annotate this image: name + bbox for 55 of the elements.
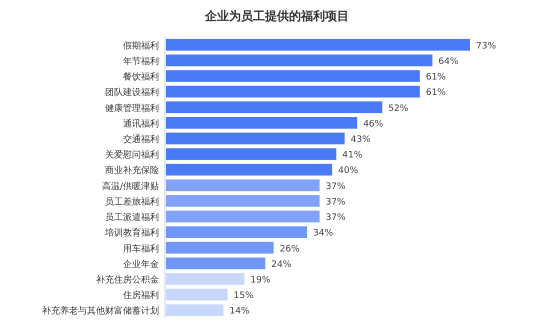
bar [166, 304, 224, 316]
data-label: 19% [250, 275, 271, 286]
y-tick-label: 餐饮福利 [123, 72, 159, 83]
data-label: 37% [326, 197, 346, 208]
bar [166, 132, 345, 144]
data-label: 73% [476, 41, 496, 52]
data-label: 24% [271, 260, 292, 270]
y-tick-label: 补充养老与其他财富储蓄计划 [42, 306, 159, 317]
data-label: 26% [280, 244, 300, 254]
data-label: 46% [363, 119, 384, 130]
y-tick-label: 商业补充保险 [105, 165, 159, 176]
y-tick-label: 员工差旅福利 [105, 196, 159, 208]
bar [166, 242, 274, 254]
data-label: 40% [338, 166, 359, 176]
bar [166, 258, 266, 270]
y-tick-label: 住房福利 [123, 290, 159, 302]
data-label: 14% [229, 306, 250, 317]
y-tick-label: 培训教育福利 [104, 228, 159, 239]
bar [166, 195, 320, 207]
data-label: 41% [342, 150, 363, 161]
y-tick-label: 员工派遣福利 [105, 212, 159, 224]
bar [166, 38, 470, 51]
y-tick-label: 高温/供暖津贴 [102, 180, 159, 192]
data-label: 61% [426, 88, 446, 98]
data-label: 37% [326, 182, 346, 192]
y-tick-label: 年节福利 [123, 56, 159, 67]
y-tick-label: 补充住房公积金 [96, 274, 159, 286]
data-label: 64% [438, 56, 459, 67]
y-tick-label: 健康管理福利 [105, 102, 159, 114]
bar [166, 273, 244, 285]
y-tick-label: 通讯福利 [123, 118, 159, 130]
data-label: 61% [426, 72, 446, 83]
bar [166, 288, 228, 300]
y-tick-label: 用车福利 [123, 243, 159, 254]
data-label: 43% [350, 134, 372, 145]
bar [166, 179, 320, 192]
bar [166, 117, 358, 129]
y-tick-label: 团队建设福利 [105, 87, 159, 98]
y-tick-label: 企业年金 [123, 258, 159, 270]
bar [166, 54, 432, 66]
bar [166, 86, 420, 98]
data-label: 37% [326, 213, 346, 224]
bar [166, 70, 420, 82]
chart-title: 企业为员工提供的福利项目 [204, 9, 349, 23]
data-label: 34% [313, 228, 334, 239]
y-tick-label: 交通福利 [123, 134, 159, 145]
bar [166, 164, 332, 176]
data-label: 15% [234, 291, 254, 302]
bar [166, 210, 320, 222]
y-tick-label: 关爱慰问福利 [105, 150, 159, 161]
bar [166, 101, 382, 114]
bar [166, 148, 336, 160]
bar [166, 226, 308, 238]
data-label: 52% [388, 104, 409, 114]
y-tick-label: 假期福利 [123, 40, 159, 52]
